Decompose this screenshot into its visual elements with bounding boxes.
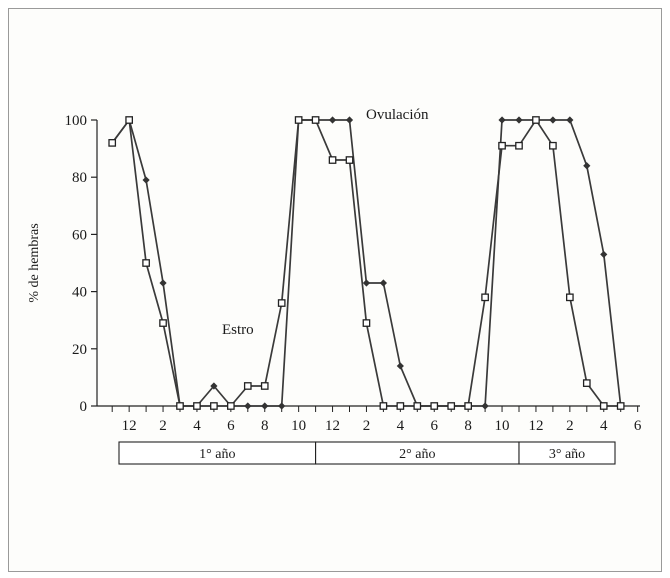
x-tick-label-2: 4 — [193, 418, 201, 434]
point-ovulacion-28 — [583, 162, 591, 170]
x-tick-label-1: 2 — [159, 418, 167, 434]
point-estro-15 — [362, 319, 371, 327]
point-ovulacion-15 — [362, 279, 371, 287]
point-ovulacion-22 — [481, 402, 489, 410]
point-estro-4 — [176, 402, 184, 410]
series-lines — [111, 119, 622, 407]
x-tick-label-6: 12 — [325, 418, 340, 434]
x-tick-label-15: 6 — [634, 418, 642, 434]
point-estro-17 — [396, 402, 405, 410]
point-ovulacion-3 — [159, 279, 167, 287]
series-line-estro — [111, 119, 621, 407]
annotation-estro: Estro — [222, 322, 254, 338]
x-tick-label-14: 4 — [600, 418, 608, 434]
y-tick-label-20: 20 — [72, 342, 87, 358]
point-estro-19 — [430, 402, 439, 410]
period-label-3: 3° año — [549, 447, 585, 462]
point-estro-24 — [515, 141, 523, 150]
point-estro-13 — [328, 156, 337, 164]
x-tick-label-11: 10 — [495, 418, 510, 434]
point-estro-30 — [616, 402, 625, 410]
point-estro-26 — [549, 141, 557, 150]
point-estro-27 — [566, 293, 574, 302]
point-estro-10 — [277, 299, 286, 307]
y-tick-label-80: 80 — [72, 170, 87, 186]
series-markers — [108, 116, 625, 410]
point-estro-18 — [413, 402, 422, 410]
point-estro-14 — [345, 156, 354, 164]
x-tick-label-7: 2 — [363, 418, 371, 434]
period-box-3 — [518, 441, 616, 465]
point-ovulacion-14 — [345, 116, 354, 124]
point-ovulacion-29 — [600, 250, 608, 259]
annotation-ovulacion: Ovulación — [366, 107, 429, 123]
point-estro-29 — [599, 402, 608, 410]
period-label-2: 2° año — [399, 447, 435, 462]
point-estro-23 — [498, 141, 506, 150]
figure-frame — [8, 8, 662, 572]
point-estro-5 — [193, 402, 201, 410]
x-tick-label-10: 8 — [464, 418, 472, 434]
x-tick-label-0: 12 — [122, 418, 137, 434]
point-estro-7 — [226, 402, 235, 410]
x-tick-label-9: 6 — [431, 418, 439, 434]
point-ovulacion-10 — [278, 402, 286, 410]
point-estro-12 — [311, 116, 320, 124]
y-axis-title: % de hembras — [27, 223, 42, 302]
point-ovulacion-8 — [244, 402, 252, 410]
point-ovulacion-13 — [328, 116, 337, 124]
point-estro-11 — [294, 116, 303, 124]
y-tick-label-40: 40 — [72, 285, 87, 301]
point-ovulacion-23 — [498, 116, 506, 124]
series-line-ovulacion — [111, 119, 622, 407]
point-estro-21 — [464, 402, 473, 410]
x-tick-label-3: 6 — [227, 418, 235, 434]
x-tick-label-13: 2 — [566, 418, 574, 434]
point-ovulacion-16 — [379, 279, 387, 287]
point-ovulacion-2 — [142, 176, 150, 184]
point-ovulacion-6 — [210, 382, 218, 390]
point-estro-28 — [582, 379, 591, 387]
x-tick-label-12: 12 — [528, 418, 543, 434]
x-tick-label-8: 4 — [397, 418, 405, 434]
x-tick-label-4: 8 — [261, 418, 269, 434]
period-label-1: 1° año — [199, 447, 235, 462]
x-tick-label-5: 10 — [291, 418, 306, 434]
point-estro-9 — [260, 382, 269, 390]
point-estro-25 — [532, 116, 540, 124]
y-tick-label-100: 100 — [65, 113, 88, 129]
point-estro-8 — [243, 382, 252, 390]
point-estro-6 — [210, 402, 218, 410]
point-estro-20 — [447, 402, 456, 410]
y-tick-label-0: 0 — [80, 399, 88, 415]
point-ovulacion-27 — [566, 116, 574, 124]
point-estro-1 — [125, 116, 133, 124]
point-estro-3 — [159, 319, 167, 327]
point-ovulacion-24 — [515, 116, 523, 124]
y-tick-label-60: 60 — [72, 227, 87, 243]
point-estro-2 — [142, 259, 150, 267]
point-estro-22 — [481, 293, 489, 302]
annotations: Ovulación Estro — [222, 107, 429, 338]
point-estro-16 — [379, 402, 388, 410]
point-estro-0 — [108, 139, 117, 147]
point-ovulacion-17 — [396, 362, 404, 370]
point-ovulacion-26 — [549, 116, 557, 124]
year-periods: 1° año 2° año 3° año — [118, 441, 616, 465]
point-ovulacion-9 — [261, 402, 269, 410]
